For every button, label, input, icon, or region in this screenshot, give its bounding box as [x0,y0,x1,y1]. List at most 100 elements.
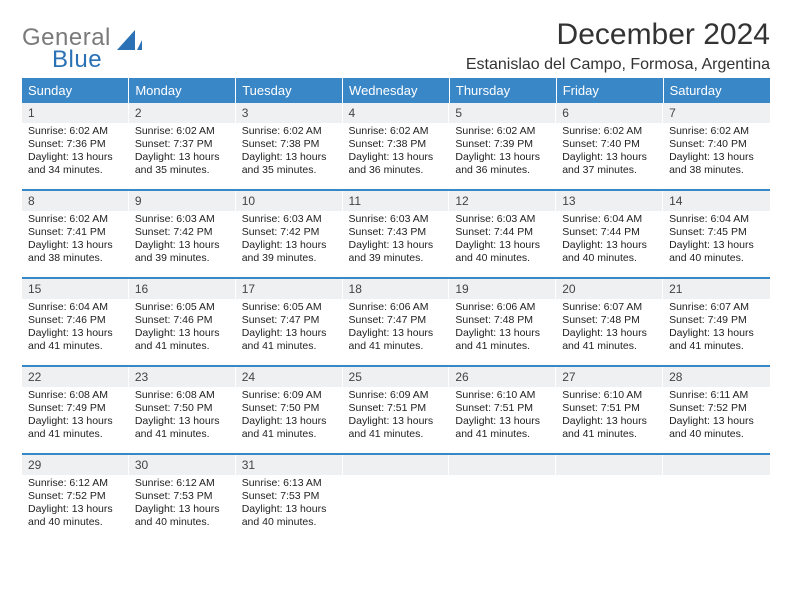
brand-sail-icon [115,28,143,59]
sunrise-line: Sunrise: 6:04 AM [669,213,766,226]
sunrise-line: Sunrise: 6:03 AM [135,213,232,226]
sunset-line: Sunset: 7:44 PM [562,226,659,239]
sunset-line: Sunset: 7:48 PM [455,314,552,327]
day-details: Sunrise: 6:02 AMSunset: 7:37 PMDaylight:… [129,123,236,182]
day-number: 14 [663,191,770,211]
day-number: 16 [129,279,236,299]
daylight-line: Daylight: 13 hours and 40 minutes. [669,239,766,265]
sunset-line: Sunset: 7:46 PM [28,314,125,327]
day-details: Sunrise: 6:04 AMSunset: 7:44 PMDaylight:… [556,211,663,270]
daylight-line: Daylight: 13 hours and 36 minutes. [349,151,446,177]
day-number: 2 [129,103,236,123]
sunset-line: Sunset: 7:50 PM [135,402,232,415]
sunset-line: Sunset: 7:52 PM [669,402,766,415]
day-details: Sunrise: 6:02 AMSunset: 7:40 PMDaylight:… [556,123,663,182]
sunset-line: Sunset: 7:46 PM [135,314,232,327]
calendar-day-cell: 20Sunrise: 6:07 AMSunset: 7:48 PMDayligh… [556,278,663,366]
day-details: Sunrise: 6:07 AMSunset: 7:49 PMDaylight:… [663,299,770,358]
day-number: 15 [22,279,129,299]
day-details: Sunrise: 6:07 AMSunset: 7:48 PMDaylight:… [556,299,663,358]
sunrise-line: Sunrise: 6:08 AM [28,389,125,402]
day-number: 25 [343,367,450,387]
calendar-day-cell: 18Sunrise: 6:06 AMSunset: 7:47 PMDayligh… [343,278,450,366]
weekday-header: Saturday [663,78,770,103]
calendar-week-row: 1Sunrise: 6:02 AMSunset: 7:36 PMDaylight… [22,103,770,190]
sunrise-line: Sunrise: 6:06 AM [455,301,552,314]
day-number: 19 [449,279,556,299]
daylight-line: Daylight: 13 hours and 41 minutes. [135,327,232,353]
day-number: 29 [22,455,129,475]
calendar-day-cell: 14Sunrise: 6:04 AMSunset: 7:45 PMDayligh… [663,190,770,278]
day-number: 22 [22,367,129,387]
day-details: Sunrise: 6:10 AMSunset: 7:51 PMDaylight:… [556,387,663,446]
daylight-line: Daylight: 13 hours and 38 minutes. [669,151,766,177]
daylight-line: Daylight: 13 hours and 41 minutes. [28,327,125,353]
sunrise-line: Sunrise: 6:04 AM [562,213,659,226]
sunrise-line: Sunrise: 6:11 AM [669,389,766,402]
calendar-table: Sunday Monday Tuesday Wednesday Thursday… [22,78,770,541]
day-details: Sunrise: 6:05 AMSunset: 7:47 PMDaylight:… [236,299,343,358]
calendar-day-cell: 28Sunrise: 6:11 AMSunset: 7:52 PMDayligh… [663,366,770,454]
sunset-line: Sunset: 7:51 PM [562,402,659,415]
day-number: 5 [449,103,556,123]
daylight-line: Daylight: 13 hours and 35 minutes. [242,151,339,177]
day-details: Sunrise: 6:03 AMSunset: 7:42 PMDaylight:… [236,211,343,270]
day-number: 10 [236,191,343,211]
day-number: 31 [236,455,343,475]
daylight-line: Daylight: 13 hours and 35 minutes. [135,151,232,177]
sunrise-line: Sunrise: 6:13 AM [242,477,339,490]
sunrise-line: Sunrise: 6:07 AM [562,301,659,314]
calendar-day-cell [449,454,556,541]
calendar-day-cell: 22 Sunrise: 6:08 AMSunset: 7:49 PMDayligh… [22,366,129,454]
day-details: Sunrise: 6:04 AMSunset: 7:46 PMDaylight:… [22,299,129,358]
day-number: 11 [343,191,450,211]
calendar-day-cell: 7Sunrise: 6:02 AMSunset: 7:40 PMDaylight… [663,103,770,190]
calendar-day-cell [663,454,770,541]
calendar-week-row: 8Sunrise: 6:02 AMSunset: 7:41 PMDaylight… [22,190,770,278]
calendar-day-cell: 12Sunrise: 6:03 AMSunset: 7:44 PMDayligh… [449,190,556,278]
day-number-empty [663,455,770,475]
calendar-day-cell: 9Sunrise: 6:03 AMSunset: 7:42 PMDaylight… [129,190,236,278]
daylight-line: Daylight: 13 hours and 34 minutes. [28,151,125,177]
daylight-line: Daylight: 13 hours and 41 minutes. [455,415,552,441]
day-number: 26 [449,367,556,387]
day-details: Sunrise: 6:12 AMSunset: 7:52 PMDaylight:… [22,475,129,534]
page-title: December 2024 [466,18,770,52]
day-number: 20 [556,279,663,299]
day-details: Sunrise: 6:06 AMSunset: 7:47 PMDaylight:… [343,299,450,358]
calendar-day-cell: 10Sunrise: 6:03 AMSunset: 7:42 PMDayligh… [236,190,343,278]
day-number: 8 [22,191,129,211]
weekday-header: Monday [129,78,236,103]
daylight-line: Daylight: 13 hours and 41 minutes. [28,415,125,441]
calendar-day-cell: 21Sunrise: 6:07 AMSunset: 7:49 PMDayligh… [663,278,770,366]
day-details: Sunrise: 6:10 AMSunset: 7:51 PMDaylight:… [449,387,556,446]
sunrise-line: Sunrise: 6:02 AM [562,125,659,138]
sunrise-line: Sunrise: 6:02 AM [669,125,766,138]
day-details: Sunrise: 6:09 AMSunset: 7:50 PMDaylight:… [236,387,343,446]
sunset-line: Sunset: 7:49 PM [28,402,125,415]
daylight-line: Daylight: 13 hours and 40 minutes. [28,503,125,529]
calendar-day-cell: 3Sunrise: 6:02 AMSunset: 7:38 PMDaylight… [236,103,343,190]
calendar-day-cell: 6Sunrise: 6:02 AMSunset: 7:40 PMDaylight… [556,103,663,190]
daylight-line: Daylight: 13 hours and 36 minutes. [455,151,552,177]
calendar-page: General Blue December 2024 Estanislao de… [0,0,792,612]
sunset-line: Sunset: 7:42 PM [135,226,232,239]
sunrise-line: Sunrise: 6:09 AM [242,389,339,402]
sunset-line: Sunset: 7:48 PM [562,314,659,327]
brand-logo-text: General Blue [22,24,111,74]
calendar-day-cell: 17Sunrise: 6:05 AMSunset: 7:47 PMDayligh… [236,278,343,366]
day-number: 24 [236,367,343,387]
sunrise-line: Sunrise: 6:02 AM [135,125,232,138]
sunrise-line: Sunrise: 6:02 AM [455,125,552,138]
calendar-day-cell: 2Sunrise: 6:02 AMSunset: 7:37 PMDaylight… [129,103,236,190]
weekday-header: Thursday [449,78,556,103]
day-details: Sunrise: 6:09 AMSunset: 7:51 PMDaylight:… [343,387,450,446]
sunrise-line: Sunrise: 6:09 AM [349,389,446,402]
calendar-day-cell [343,454,450,541]
weekday-header: Tuesday [236,78,343,103]
daylight-line: Daylight: 13 hours and 41 minutes. [562,415,659,441]
sunset-line: Sunset: 7:37 PM [135,138,232,151]
sunrise-line: Sunrise: 6:12 AM [28,477,125,490]
calendar-day-cell: 26Sunrise: 6:10 AMSunset: 7:51 PMDayligh… [449,366,556,454]
daylight-line: Daylight: 13 hours and 40 minutes. [135,503,232,529]
